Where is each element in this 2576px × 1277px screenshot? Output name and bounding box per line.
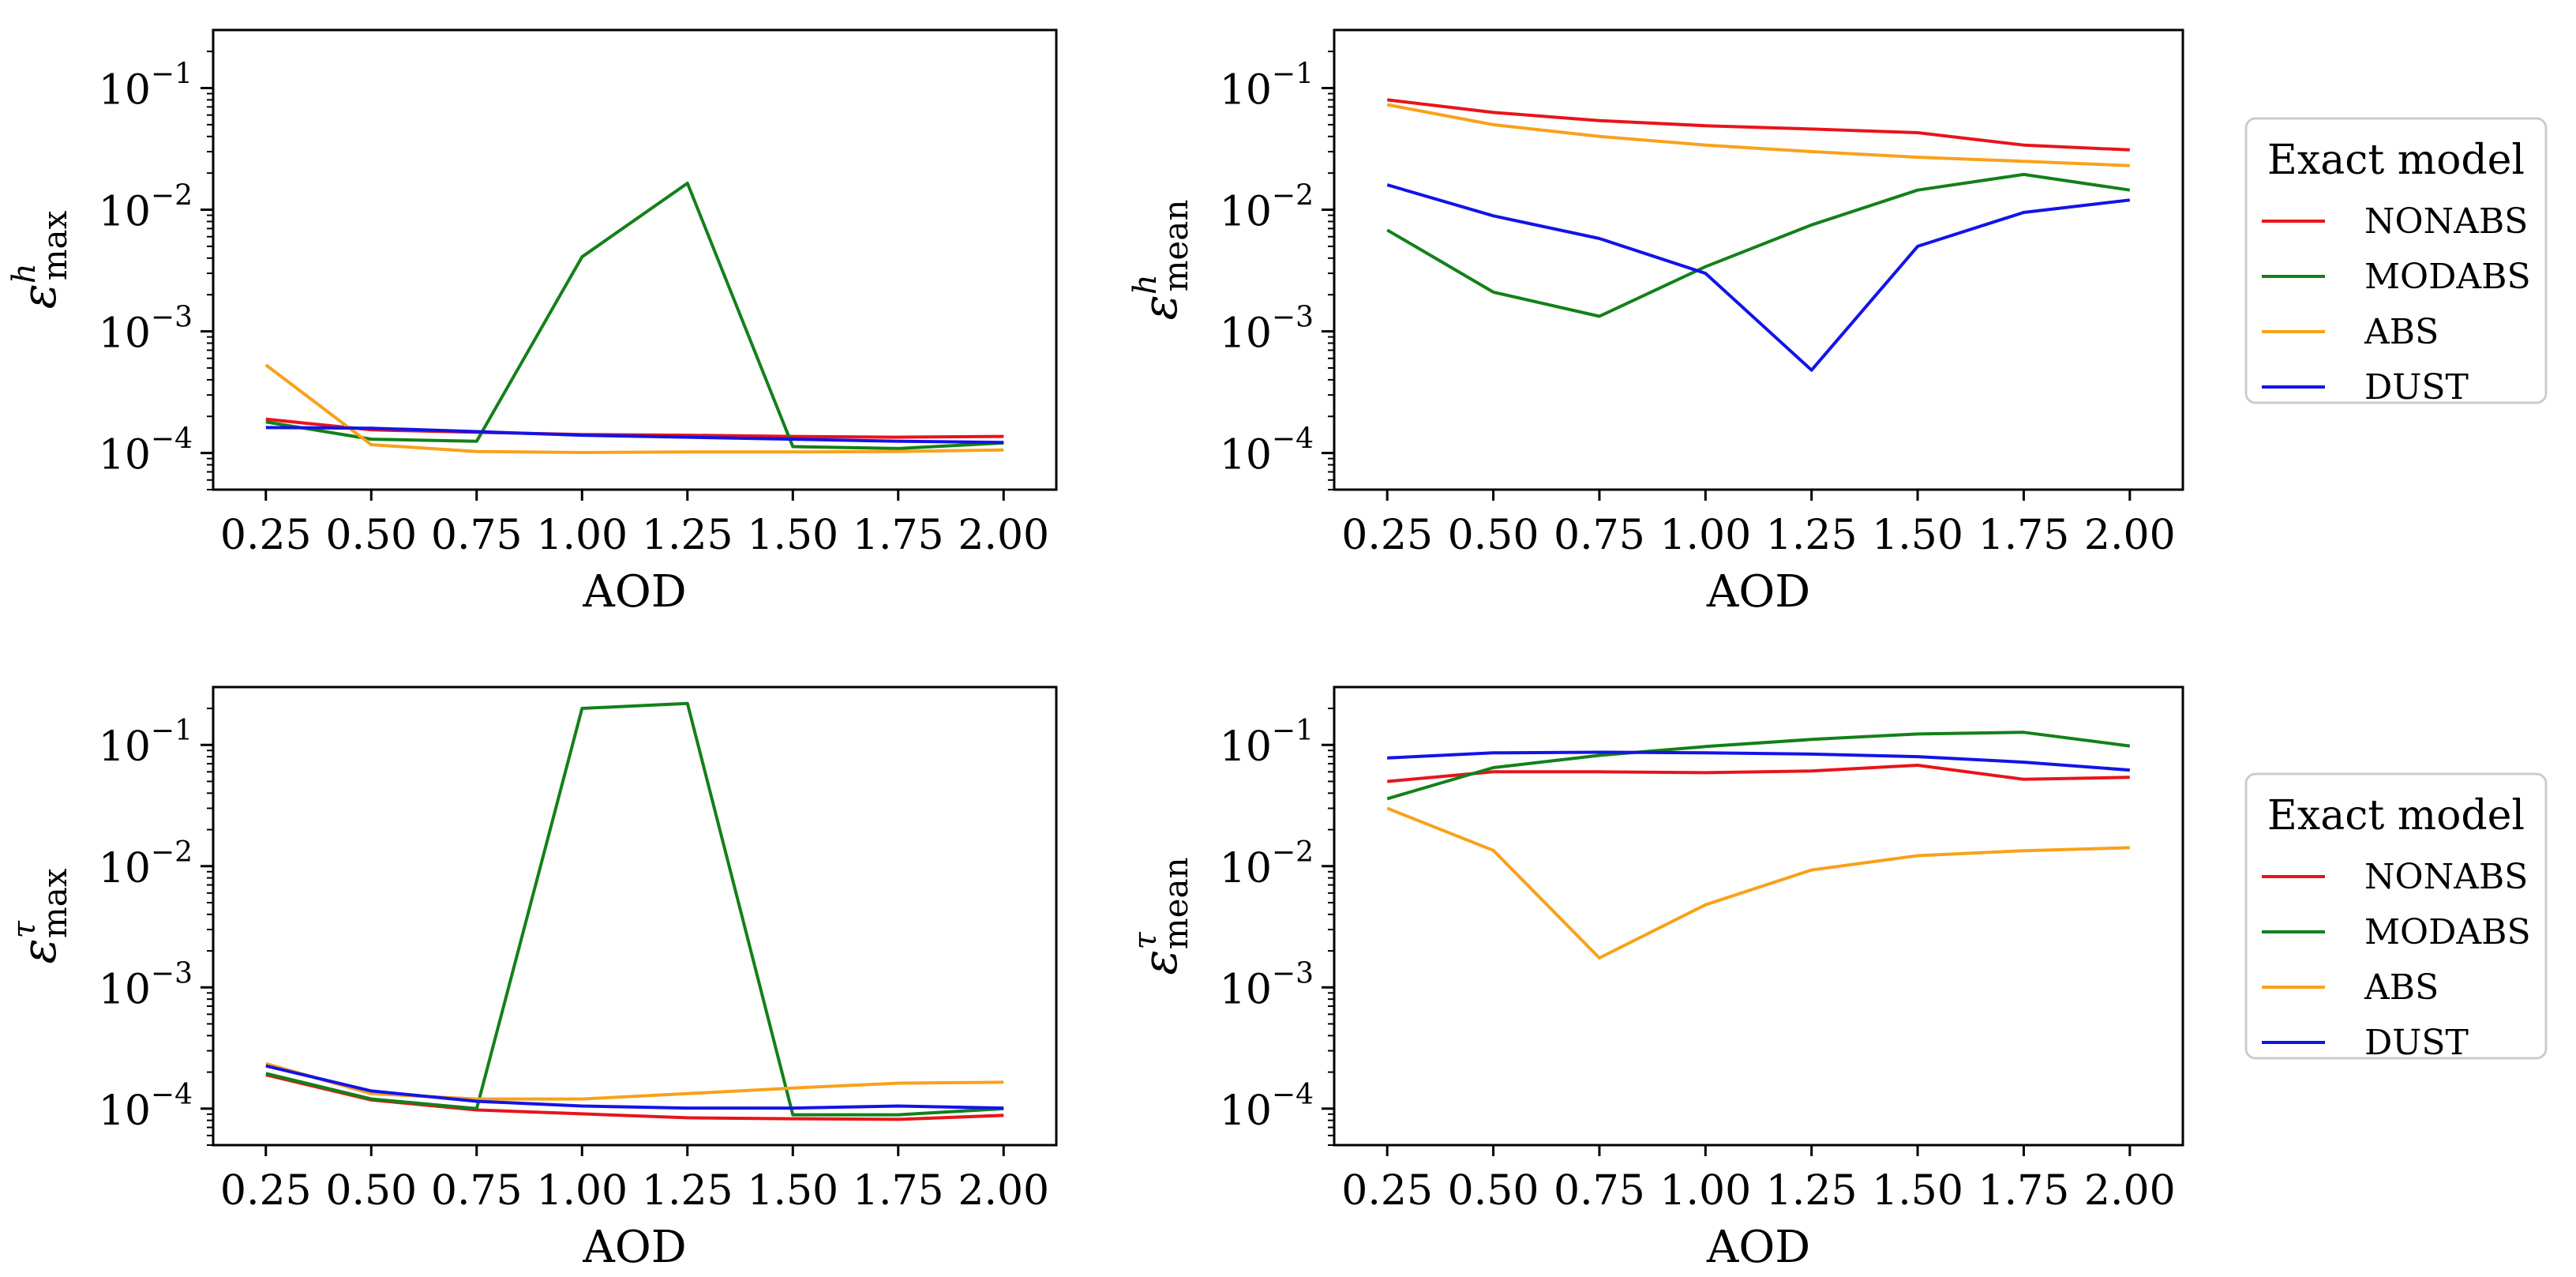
x-tick-label: 0.50	[1448, 1167, 1539, 1215]
x-tick-label: 1.75	[853, 1167, 944, 1215]
axes-frame	[212, 685, 1058, 1147]
series-line-dust	[265, 1064, 1004, 1110]
x-tick-label: 0.75	[431, 1167, 523, 1215]
series-line-dust	[1386, 183, 2131, 372]
y-tick-label: 10−3	[1220, 302, 1314, 358]
y-tick-label: 10−4	[1220, 423, 1314, 479]
x-tick-label: 2.00	[958, 1167, 1049, 1215]
x-axis-title: AOD	[582, 566, 686, 618]
x-tick-label: 1.25	[1766, 1167, 1858, 1215]
y-tick-label: 10−1	[1220, 58, 1314, 114]
legend-label: MODABS	[2364, 912, 2531, 952]
x-tick-label: 2.00	[2084, 512, 2176, 559]
x-tick-label: 0.25	[1341, 512, 1433, 559]
axes-frame	[1333, 685, 2184, 1147]
legend-label: ABS	[2364, 967, 2439, 1008]
x-axis-title: AOD	[582, 1222, 686, 1273]
legend-label: DUST	[2364, 1023, 2469, 1063]
x-tick-label: 2.00	[2084, 1167, 2176, 1215]
y-axis-title: εhmean	[1127, 200, 1195, 321]
series-line-modabs	[1386, 172, 2131, 318]
x-tick-label: 1.00	[1659, 512, 1751, 559]
y-tick-label: 10−4	[99, 1079, 193, 1135]
legend-1: Exact model NONABS MODABS ABS DUST	[2244, 117, 2548, 408]
panel-bottom-right: 0.25 0.50 0.75 1.00 1.25 1.50 1.75 2.00 10−1 10−2…	[1127, 685, 2184, 1273]
y-tick-label: 10−2	[1220, 836, 1314, 892]
x-tick-label: 1.75	[1978, 1167, 2070, 1215]
axes-frame	[1333, 28, 2184, 491]
x-tick-label: 1.75	[1978, 512, 2070, 559]
legend-label: DUST	[2364, 367, 2469, 408]
legend-title: Exact model	[2267, 137, 2525, 184]
y-axis-title: ετmean	[1127, 857, 1195, 975]
x-tick-label: 0.25	[1341, 1167, 1433, 1215]
x-tick-label: 1.00	[536, 512, 628, 559]
x-tick-label: 1.50	[1872, 1167, 1963, 1215]
y-axis-title: εhmax	[6, 210, 74, 309]
panel-bottom-left: 0.25 0.50 0.75 1.00 1.25 1.50 1.75 2.00 10−1 10−2…	[6, 685, 1058, 1273]
y-tick-label: 10−3	[1220, 957, 1314, 1013]
x-tick-label: 1.50	[1872, 512, 1963, 559]
y-tick-label: 10−1	[1220, 715, 1314, 771]
y-tick-label: 10−2	[1220, 180, 1314, 236]
y-tick-label: 10−3	[99, 957, 193, 1013]
series-line-modabs	[265, 182, 1004, 450]
y-tick-label: 10−4	[1220, 1079, 1314, 1135]
x-tick-label: 0.75	[1554, 1167, 1645, 1215]
axes-frame	[212, 28, 1058, 491]
series-line-abs	[1386, 103, 2130, 167]
series-line-abs	[264, 363, 1004, 454]
x-axis-title: AOD	[1706, 1222, 1810, 1273]
x-tick-label: 0.75	[431, 512, 523, 559]
x-tick-label: 1.75	[853, 512, 944, 559]
x-tick-label: 1.50	[747, 512, 838, 559]
legend-label: MODABS	[2364, 257, 2531, 297]
y-tick-label: 10−1	[99, 715, 193, 771]
y-tick-label: 10−2	[99, 836, 193, 892]
x-tick-label: 0.25	[220, 1167, 312, 1215]
series-line-abs	[265, 1061, 1004, 1101]
legend-label: ABS	[2364, 312, 2439, 352]
x-tick-label: 1.25	[642, 512, 733, 559]
x-tick-label: 1.50	[747, 1167, 838, 1215]
panel-top-left: 0.25 0.50 0.75 1.00 1.25 1.50 1.75 2.00 10−1 10−2…	[6, 28, 1058, 618]
x-axis-title: AOD	[1706, 566, 1810, 618]
y-tick-label: 10−4	[99, 423, 193, 479]
x-tick-label: 1.25	[642, 1167, 733, 1215]
x-tick-label: 0.50	[325, 1167, 417, 1215]
legend-title: Exact model	[2267, 792, 2525, 839]
series-line-nonabs	[1387, 764, 2130, 783]
y-axis-title: ετmax	[6, 868, 74, 963]
x-tick-label: 1.00	[536, 1167, 628, 1215]
x-tick-label: 0.50	[325, 512, 417, 559]
x-tick-label: 0.25	[220, 512, 312, 559]
x-tick-label: 0.75	[1554, 512, 1645, 559]
series-line-nonabs	[1386, 98, 2130, 152]
x-tick-label: 1.00	[1659, 1167, 1751, 1215]
x-tick-label: 1.25	[1766, 512, 1858, 559]
legend-label: NONABS	[2364, 201, 2528, 242]
series-line-modabs	[1386, 731, 2131, 801]
series-line-dust	[1387, 750, 2130, 772]
series-line-modabs	[265, 701, 1004, 1117]
series-line-dust	[265, 426, 1004, 445]
y-tick-label: 10−1	[99, 58, 193, 114]
legend-label: NONABS	[2364, 857, 2528, 897]
series-line-abs	[1386, 806, 2130, 960]
x-tick-label: 2.00	[958, 512, 1049, 559]
y-tick-label: 10−2	[99, 180, 193, 236]
legend-2: Exact model NONABS MODABS ABS DUST	[2244, 772, 2548, 1063]
y-tick-label: 10−3	[99, 302, 193, 358]
x-tick-label: 0.50	[1448, 512, 1539, 559]
panel-top-right: 0.25 0.50 0.75 1.00 1.25 1.50 1.75 2.00 10−1 10−2…	[1127, 28, 2184, 618]
